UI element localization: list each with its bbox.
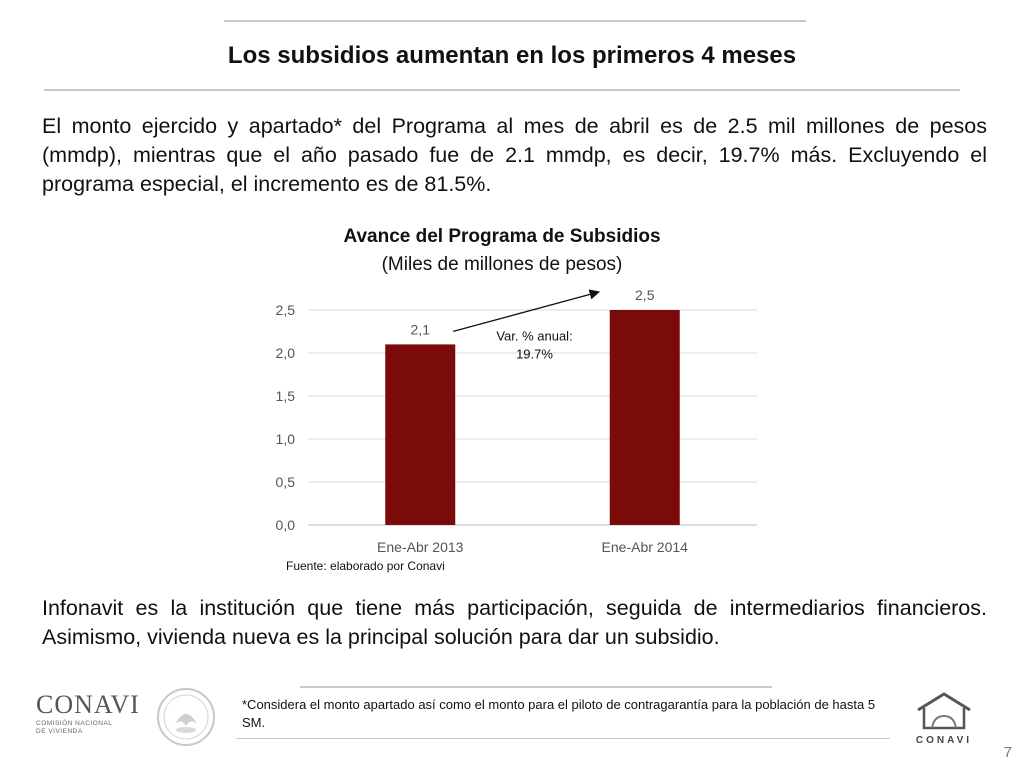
footer-rule (300, 686, 772, 688)
data-labels: 2,1 2,5 (411, 287, 655, 337)
y-tick-label: 0,0 (276, 517, 296, 533)
closing-paragraph: Infonavit es la institución que tiene má… (42, 596, 987, 649)
bar (385, 344, 456, 525)
y-tick-label: 1,0 (276, 431, 296, 447)
conavi-logo: CONAVI COMISIÓN NACIONAL DE VIVIENDA (36, 690, 146, 740)
house-icon (917, 692, 971, 730)
footnote: *Considera el monto apartado así como el… (242, 697, 876, 730)
conavi-logo-subtitle-2: DE VIVIENDA (36, 728, 83, 735)
data-label: 2,5 (635, 287, 655, 303)
conavi-house-logo-caption: CONAVI (915, 735, 973, 746)
chart-title: Avance del Programa de Subsidios (343, 226, 661, 247)
y-tick-label: 2,0 (276, 345, 296, 361)
top-rule (224, 20, 806, 22)
y-axis-ticks: 0,0 0,5 1,0 1,5 2,0 2,5 (276, 302, 296, 533)
x-tick-label: Ene-Abr 2014 (602, 539, 689, 555)
conavi-logo-name: CONAVI (36, 690, 140, 719)
footnote-rule (236, 738, 890, 739)
y-tick-label: 0,5 (276, 474, 296, 490)
bars (385, 310, 680, 525)
chart-subtitle: (Miles de millones de pesos) (381, 254, 623, 275)
y-tick-label: 1,5 (276, 388, 296, 404)
chart-source: Fuente: elaborado por Conavi (286, 559, 445, 573)
title-underline (44, 89, 960, 91)
conavi-house-logo: CONAVI (912, 690, 976, 746)
data-label: 2,1 (411, 321, 431, 337)
mexico-seal-icon (157, 688, 215, 746)
bar (609, 310, 680, 525)
page-number: 7 (1003, 744, 1012, 761)
slide-title: Los subsidios aumentan en los primeros 4… (227, 42, 797, 69)
variation-arrow (453, 289, 601, 333)
y-tick-label: 2,5 (276, 302, 296, 318)
grid-lines (308, 309, 757, 526)
variation-label: Var. % anual: (496, 328, 572, 343)
variation-value: 19.7% (516, 346, 553, 361)
x-tick-label: Ene-Abr 2013 (377, 539, 464, 555)
intro-paragraph: El monto ejercido y apartado* del Progra… (42, 114, 987, 196)
x-axis-ticks: Ene-Abr 2013 Ene-Abr 2014 (377, 539, 688, 555)
conavi-logo-subtitle-1: COMISIÓN NACIONAL (36, 720, 113, 727)
